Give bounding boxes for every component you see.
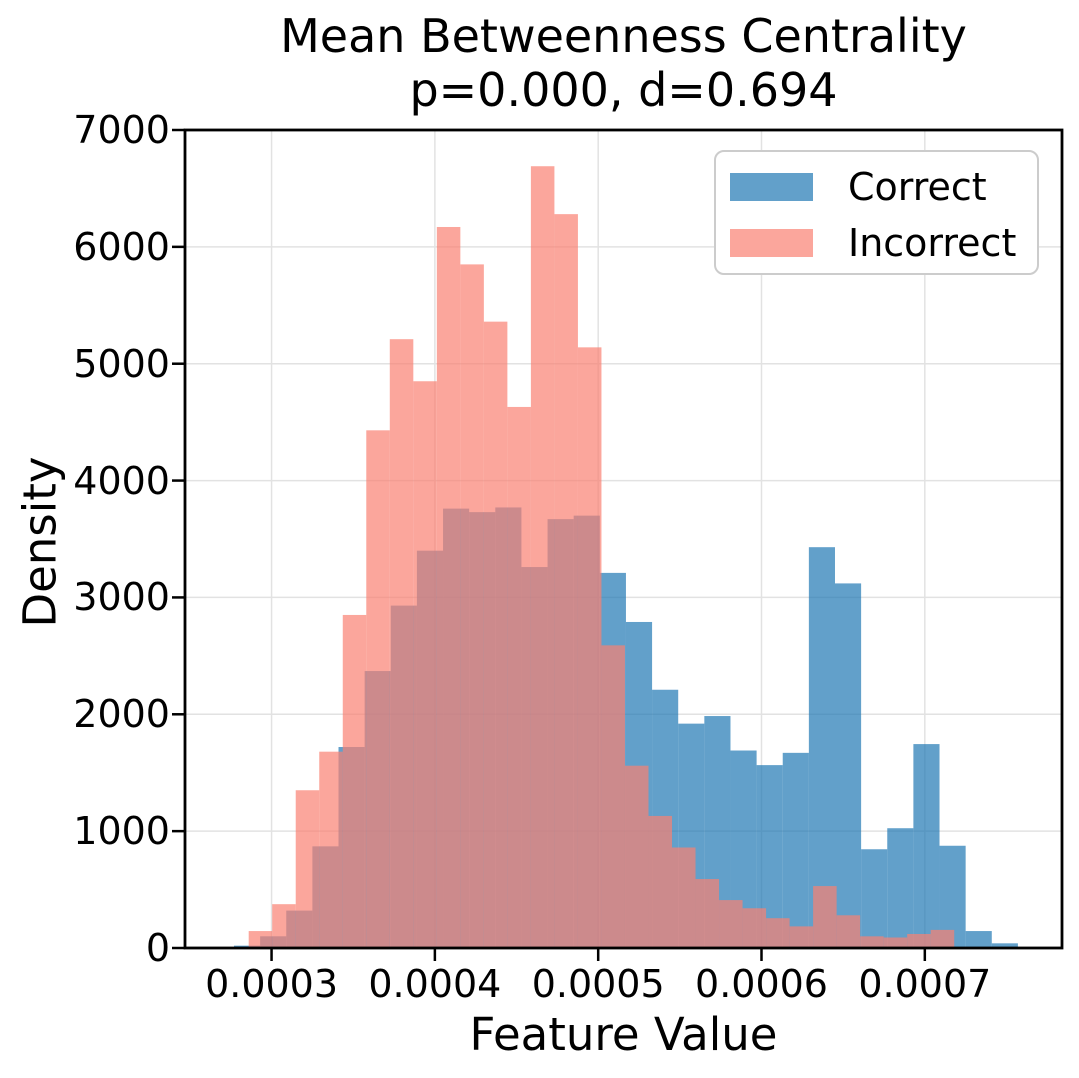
y-tick-label: 2000 (73, 692, 170, 737)
y-tick-label: 7000 (73, 108, 170, 152)
histogram-bar (930, 929, 955, 948)
histogram-bar (991, 943, 1018, 948)
histogram-bar (813, 886, 837, 948)
histogram-bar (272, 904, 296, 948)
histogram-bar (648, 815, 673, 948)
histogram-bar (577, 347, 602, 949)
histogram-bar (782, 752, 809, 948)
histogram-bar (834, 583, 862, 948)
histogram-bar (366, 430, 390, 948)
histogram-bar (248, 931, 273, 948)
histogram-bar (695, 879, 720, 948)
histogram-bar (601, 645, 625, 948)
histogram-bar (719, 900, 743, 948)
x-tick-label: 0.0005 (531, 962, 665, 1006)
y-tick-label: 5000 (73, 341, 170, 386)
histogram-bar (436, 226, 461, 948)
histogram-bar (907, 933, 931, 948)
histogram-bar (295, 790, 320, 948)
legend-swatch-incorrect (730, 229, 813, 257)
histogram-bar (887, 828, 914, 948)
histogram-bar (861, 849, 888, 948)
legend-item-correct: Correct (716, 159, 1037, 215)
histogram-series-incorrect (248, 166, 955, 949)
histogram-bar (860, 936, 884, 948)
histogram-bar (389, 339, 414, 948)
histogram-bar (766, 918, 790, 948)
legend-label-correct: Correct (848, 165, 987, 209)
histogram-bar (530, 166, 555, 948)
histogram-bar (836, 915, 861, 948)
y-tick-label: 0 (145, 926, 170, 970)
axes-spines (183, 128, 1064, 950)
legend: Correct Incorrect (714, 150, 1039, 275)
y-tick-label: 6000 (73, 224, 170, 269)
histogram-bar (808, 547, 835, 948)
chart-title: Mean Betweenness Centrality (280, 9, 967, 63)
histogram-bar (789, 926, 814, 948)
x-tick-label: 0.0004 (368, 962, 502, 1006)
y-tick-label: 4000 (73, 458, 170, 503)
histogram-bar (624, 765, 649, 948)
histogram-bar (483, 321, 508, 948)
histogram-bar (319, 751, 343, 948)
histogram-bar (554, 214, 578, 948)
histogram-bar (965, 931, 992, 948)
histogram-bar (413, 381, 437, 948)
x-tick-label: 0.0007 (858, 962, 992, 1006)
histogram-bar (742, 908, 767, 948)
histogram-bar (460, 264, 484, 948)
chart-subtitle: p=0.000, d=0.694 (409, 63, 838, 117)
y-tick-label: 1000 (73, 809, 170, 854)
histogram-bar (342, 614, 367, 948)
histogram-bar (672, 847, 696, 948)
legend-swatch-correct (730, 173, 813, 201)
legend-item-incorrect: Incorrect (716, 215, 1037, 271)
x-tick-label: 0.0003 (205, 962, 339, 1006)
legend-label-incorrect: Incorrect (848, 221, 1017, 265)
x-tick-label: 0.0006 (695, 962, 828, 1006)
x-axis-label: Feature Value (469, 1008, 778, 1061)
histogram-bar (913, 744, 940, 948)
histogram-bar (883, 937, 908, 948)
y-tick-label: 3000 (73, 575, 170, 620)
histogram-bar (507, 406, 531, 948)
